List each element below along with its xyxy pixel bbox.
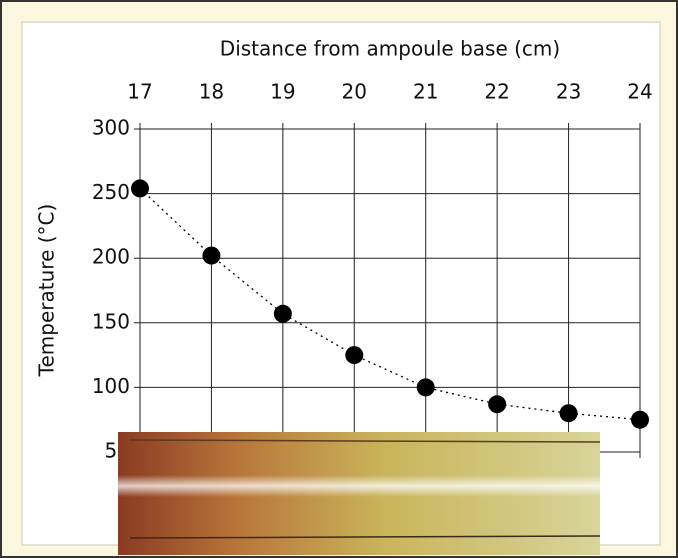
x-tick-label: 23 xyxy=(556,80,581,104)
x-tick-label: 22 xyxy=(484,80,509,104)
photo-shine xyxy=(118,475,600,497)
x-tick-label: 19 xyxy=(270,80,295,104)
x-axis-title: Distance from ampoule base (cm) xyxy=(220,37,560,61)
x-tick-label: 21 xyxy=(413,80,438,104)
y-tick-label: 150 xyxy=(92,309,130,333)
data-point xyxy=(416,378,435,397)
y-tick-label: 300 xyxy=(92,116,130,140)
data-point xyxy=(559,404,578,423)
data-point xyxy=(488,395,507,414)
data-point xyxy=(131,179,149,198)
x-tick-label: 24 xyxy=(627,80,652,104)
data-point xyxy=(345,346,364,365)
photo-scale xyxy=(129,535,601,539)
x-tick-label: 20 xyxy=(342,80,367,104)
data-point xyxy=(631,410,649,429)
x-tick-label: 18 xyxy=(199,80,224,104)
y-axis-title: Temperature (°C) xyxy=(35,204,59,378)
y-tick-label: 200 xyxy=(92,245,130,269)
data-point xyxy=(202,246,221,265)
y-tick-label: 100 xyxy=(92,374,130,398)
x-tick-label: 17 xyxy=(127,80,152,104)
y-tick-label: 250 xyxy=(92,180,130,204)
photo-scale xyxy=(129,439,601,443)
ampoule-photo xyxy=(118,432,601,555)
data-point xyxy=(273,304,292,323)
